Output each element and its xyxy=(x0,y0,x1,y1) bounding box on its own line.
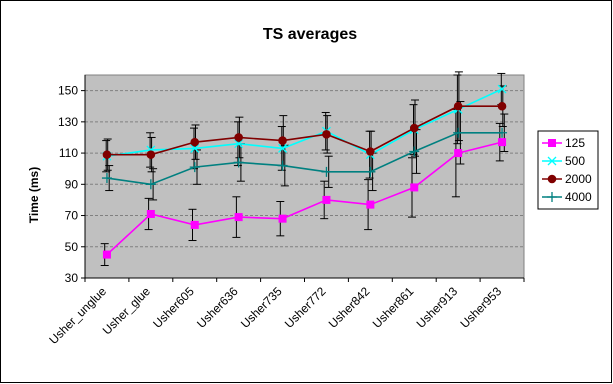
y-tick-label: 130 xyxy=(58,115,78,129)
data-point-4000 xyxy=(277,160,288,171)
data-point-2000 xyxy=(234,133,243,142)
series-line-125 xyxy=(106,141,503,256)
data-point-125 xyxy=(454,149,463,158)
data-point-4000 xyxy=(453,127,464,138)
legend-label-4000: 4000 xyxy=(565,190,592,204)
chart-title: TS averages xyxy=(263,26,357,43)
x-tick-label: Usher735 xyxy=(238,284,285,331)
x-tick-label: Usher772 xyxy=(282,284,329,331)
legend-marker-125 xyxy=(548,139,556,147)
legend-marker-500 xyxy=(547,156,557,166)
x-tick-label: Usher605 xyxy=(150,284,197,331)
data-point-2000 xyxy=(497,101,507,111)
data-point-2000 xyxy=(453,101,463,111)
data-point-500 xyxy=(497,84,507,94)
y-tick-label: 50 xyxy=(65,240,79,254)
data-point-4000 xyxy=(409,146,420,157)
y-tick-label: 150 xyxy=(58,84,78,98)
data-point-125 xyxy=(190,220,199,229)
data-point-2000 xyxy=(409,123,419,133)
legend-label-2000: 2000 xyxy=(565,172,592,186)
legend-label-125: 125 xyxy=(565,136,585,150)
data-point-4000 xyxy=(189,162,200,173)
data-point-125 xyxy=(366,200,375,209)
data-point-125 xyxy=(498,138,507,147)
data-point-125 xyxy=(102,250,111,259)
data-point-125 xyxy=(146,209,155,218)
plot-area xyxy=(84,74,525,279)
data-point-2000 xyxy=(366,147,375,156)
data-point-2000 xyxy=(278,136,287,145)
data-point-500 xyxy=(278,143,288,153)
x-tick-label: Usher953 xyxy=(457,284,504,331)
data-point-125 xyxy=(278,214,287,223)
legend-label-500: 500 xyxy=(565,154,585,168)
data-point-4000 xyxy=(101,173,112,184)
data-point-2000 xyxy=(146,150,156,159)
data-point-125 xyxy=(234,213,243,222)
data-point-500 xyxy=(234,139,244,149)
data-point-125 xyxy=(410,183,419,192)
data-point-2000 xyxy=(190,137,200,147)
series-line-4000 xyxy=(106,131,503,186)
data-point-500 xyxy=(190,143,200,153)
x-tick-label: Usher913 xyxy=(414,284,461,331)
x-tick-label: Usher861 xyxy=(370,284,417,331)
legend-marker-2000 xyxy=(547,174,557,184)
data-point-4000 xyxy=(365,166,376,177)
data-point-4000 xyxy=(233,157,244,168)
x-tick-label: Usher_unglue xyxy=(46,284,109,347)
data-point-125 xyxy=(322,195,331,204)
series-line-2000 xyxy=(106,105,503,156)
y-axis-label: Time (ms) xyxy=(27,167,41,223)
data-point-2000 xyxy=(102,150,112,159)
data-point-4000 xyxy=(497,127,508,138)
x-tick-label: Usher636 xyxy=(194,284,241,331)
data-point-4000 xyxy=(145,179,156,190)
y-tick-label: 70 xyxy=(65,209,79,223)
y-tick-label: 90 xyxy=(65,177,79,191)
x-tick-label: Usher_glue xyxy=(100,284,154,338)
legend: 125 500 2000 4000 xyxy=(537,130,599,210)
y-tick-label: 110 xyxy=(59,146,78,160)
plot-area-group: 30507090110130150Usher_unglueUsher_glueU… xyxy=(46,71,525,347)
data-point-2000 xyxy=(322,130,331,139)
legend-marker-4000 xyxy=(547,192,557,202)
x-tick-label: Usher842 xyxy=(326,284,373,331)
y-tick-label: 30 xyxy=(65,271,79,285)
data-point-4000 xyxy=(321,166,332,177)
